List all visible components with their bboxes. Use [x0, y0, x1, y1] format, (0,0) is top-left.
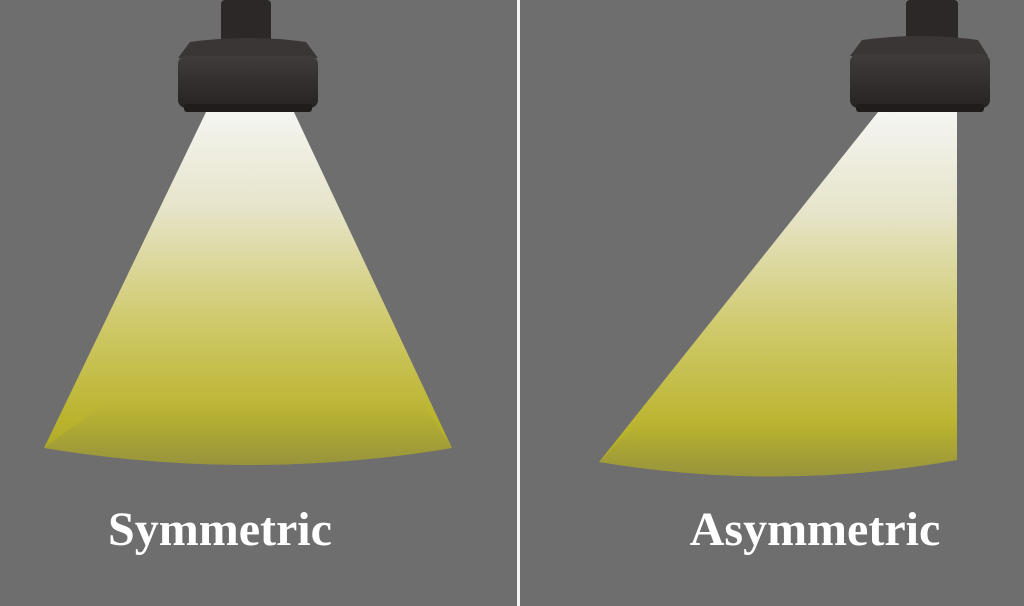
- symmetric-label: Symmetric: [108, 503, 332, 556]
- asymmetric-fixture-icon: [850, 0, 990, 112]
- panel-divider: [517, 0, 520, 606]
- symmetric-fixture-icon: [178, 0, 318, 112]
- asymmetric-label: Asymmetric: [689, 503, 941, 556]
- symmetric-light-beam: [44, 110, 452, 465]
- asymmetric-light-beam: [599, 112, 957, 477]
